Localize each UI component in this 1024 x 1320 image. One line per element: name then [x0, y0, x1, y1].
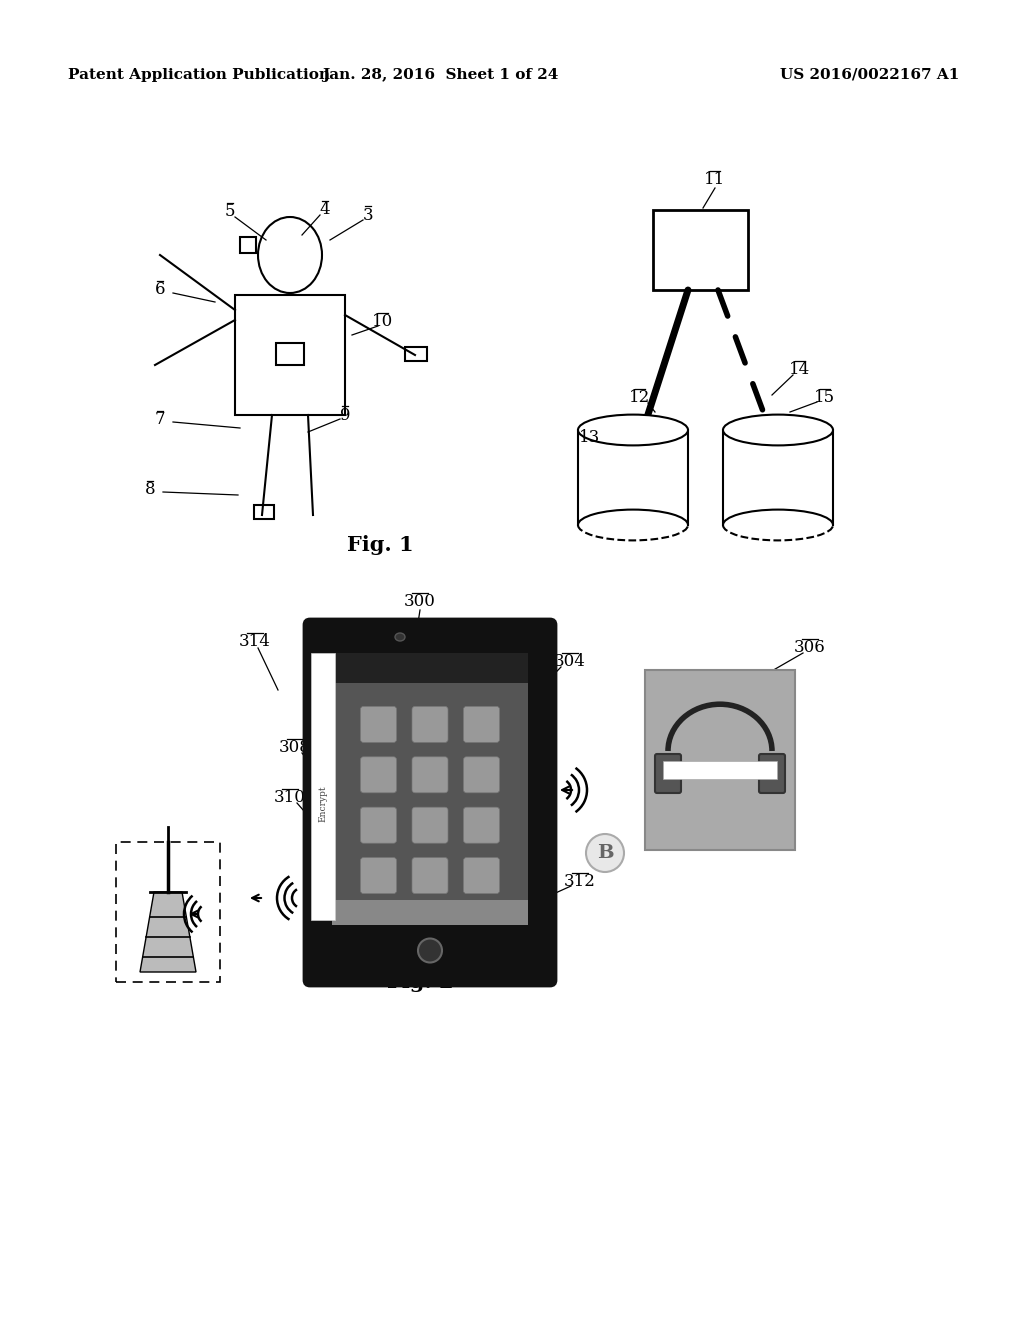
Ellipse shape: [586, 834, 624, 873]
Text: 15: 15: [814, 389, 836, 407]
Text: Fig. 1: Fig. 1: [347, 535, 414, 554]
Bar: [116, 842, 220, 982]
Bar: [234, 294, 345, 414]
FancyBboxPatch shape: [412, 808, 449, 843]
Ellipse shape: [578, 414, 688, 445]
Bar: [240, 238, 256, 253]
Text: B: B: [597, 843, 613, 862]
Text: 302: 302: [323, 656, 354, 673]
Text: US 2016/0022167 A1: US 2016/0022167 A1: [780, 69, 959, 82]
Text: 12: 12: [630, 389, 650, 407]
Text: 5: 5: [224, 203, 236, 220]
Text: 4: 4: [319, 202, 331, 219]
Text: 7: 7: [155, 412, 165, 429]
Text: 11: 11: [705, 172, 726, 189]
Bar: [406, 347, 427, 360]
Text: Fig. 2: Fig. 2: [387, 972, 454, 993]
FancyBboxPatch shape: [464, 706, 500, 742]
Bar: [652, 210, 748, 290]
Polygon shape: [140, 892, 196, 972]
Text: Encrypt: Encrypt: [318, 785, 328, 822]
FancyBboxPatch shape: [464, 756, 500, 793]
FancyBboxPatch shape: [412, 858, 449, 894]
FancyBboxPatch shape: [464, 808, 500, 843]
Ellipse shape: [723, 414, 833, 445]
Bar: [663, 762, 777, 779]
Text: 306: 306: [795, 639, 826, 656]
Bar: [311, 653, 335, 920]
Text: 9: 9: [340, 407, 350, 424]
Text: 8: 8: [144, 482, 156, 499]
Text: Patent Application Publication: Patent Application Publication: [68, 69, 330, 82]
Bar: [276, 343, 304, 366]
Ellipse shape: [395, 634, 406, 642]
FancyBboxPatch shape: [464, 858, 500, 894]
Text: 13: 13: [580, 429, 601, 446]
Bar: [332, 653, 528, 925]
Bar: [254, 506, 274, 519]
FancyBboxPatch shape: [304, 619, 556, 986]
Text: 300: 300: [404, 594, 436, 610]
Text: 6: 6: [155, 281, 165, 298]
Text: 3: 3: [362, 206, 374, 223]
Text: 304: 304: [554, 653, 586, 671]
FancyBboxPatch shape: [412, 756, 449, 793]
Bar: [645, 671, 795, 850]
FancyBboxPatch shape: [360, 858, 396, 894]
FancyBboxPatch shape: [360, 808, 396, 843]
Text: 310: 310: [274, 789, 306, 807]
FancyBboxPatch shape: [360, 706, 396, 742]
FancyBboxPatch shape: [655, 754, 681, 793]
Bar: [332, 653, 528, 682]
FancyBboxPatch shape: [412, 706, 449, 742]
Text: 314: 314: [239, 634, 271, 651]
Text: 312: 312: [564, 874, 596, 891]
Text: Jan. 28, 2016  Sheet 1 of 24: Jan. 28, 2016 Sheet 1 of 24: [322, 69, 558, 82]
Ellipse shape: [418, 939, 442, 962]
Text: 14: 14: [790, 362, 811, 379]
Text: 10: 10: [373, 314, 393, 330]
Text: 308: 308: [280, 739, 311, 756]
FancyBboxPatch shape: [759, 754, 785, 793]
Bar: [332, 900, 528, 925]
FancyBboxPatch shape: [360, 756, 396, 793]
